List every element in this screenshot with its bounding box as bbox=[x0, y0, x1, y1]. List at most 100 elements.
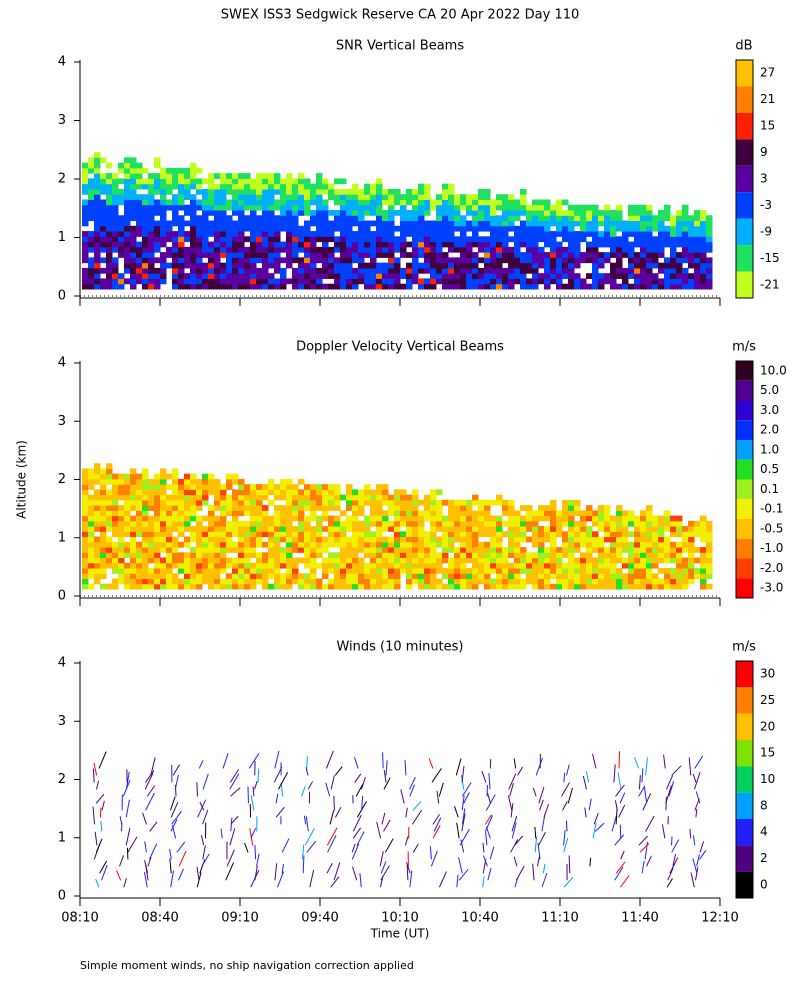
cell bbox=[688, 526, 695, 532]
cell bbox=[88, 273, 95, 279]
cell bbox=[238, 267, 245, 274]
barb bbox=[594, 822, 605, 832]
cell bbox=[322, 568, 329, 574]
barb bbox=[638, 775, 641, 790]
cell bbox=[310, 199, 317, 206]
cell bbox=[430, 241, 437, 248]
cell bbox=[136, 499, 143, 506]
cell bbox=[460, 541, 467, 548]
cell bbox=[466, 557, 473, 564]
cell bbox=[322, 510, 329, 517]
cell bbox=[418, 578, 425, 585]
cell bbox=[358, 489, 365, 496]
barb bbox=[692, 773, 697, 783]
cell bbox=[298, 257, 305, 264]
cell bbox=[286, 583, 293, 590]
cell bbox=[454, 547, 461, 553]
cell bbox=[592, 252, 599, 258]
cell bbox=[424, 210, 431, 216]
cell bbox=[202, 188, 209, 195]
cell bbox=[538, 568, 545, 574]
cell bbox=[154, 199, 161, 206]
cell bbox=[142, 167, 149, 174]
cell bbox=[106, 520, 113, 527]
cell bbox=[226, 173, 233, 179]
colorbar-label: 20 bbox=[760, 719, 775, 733]
cell bbox=[160, 241, 167, 248]
cell bbox=[250, 578, 257, 585]
cell bbox=[148, 183, 155, 190]
barb bbox=[381, 812, 386, 825]
cell bbox=[238, 257, 245, 264]
cell bbox=[370, 547, 377, 553]
cell bbox=[538, 273, 545, 279]
cell bbox=[208, 573, 215, 580]
cell bbox=[544, 210, 551, 216]
colorbar-band bbox=[736, 165, 753, 193]
cell bbox=[472, 194, 479, 200]
cell bbox=[442, 183, 449, 190]
cell bbox=[238, 220, 245, 227]
cell bbox=[532, 210, 539, 216]
cell bbox=[88, 167, 95, 174]
cell bbox=[316, 204, 323, 211]
cell bbox=[250, 215, 257, 222]
cell bbox=[358, 573, 365, 580]
cell bbox=[286, 552, 293, 559]
cell bbox=[622, 562, 629, 569]
cell bbox=[94, 162, 101, 169]
cell bbox=[364, 547, 371, 553]
cell bbox=[670, 278, 677, 285]
cell bbox=[556, 252, 563, 258]
cell bbox=[364, 531, 371, 538]
cell bbox=[700, 262, 707, 269]
cell bbox=[640, 552, 647, 559]
cell bbox=[112, 215, 119, 222]
cell bbox=[208, 278, 215, 285]
cell bbox=[124, 210, 131, 216]
cell bbox=[352, 267, 359, 274]
cell bbox=[130, 520, 137, 527]
cell bbox=[646, 541, 653, 548]
cell bbox=[364, 526, 371, 532]
cell bbox=[514, 210, 521, 216]
barb bbox=[230, 787, 241, 797]
barb bbox=[170, 870, 174, 888]
cell bbox=[238, 505, 245, 511]
cell bbox=[460, 531, 467, 538]
cell bbox=[106, 210, 113, 216]
cell bbox=[442, 225, 449, 232]
cell bbox=[298, 573, 305, 580]
cell bbox=[520, 210, 527, 216]
cell bbox=[556, 557, 563, 564]
cell bbox=[598, 505, 605, 511]
cell bbox=[394, 278, 401, 285]
cell bbox=[400, 194, 407, 200]
cell bbox=[514, 231, 521, 237]
cell bbox=[574, 220, 581, 227]
y-tick-label: 0 bbox=[58, 589, 66, 604]
cell bbox=[148, 231, 155, 237]
cell bbox=[622, 231, 629, 237]
cell bbox=[274, 278, 281, 285]
cell bbox=[340, 552, 347, 559]
cell bbox=[136, 231, 143, 237]
cell bbox=[262, 241, 269, 248]
cell bbox=[226, 278, 233, 285]
cell bbox=[592, 267, 599, 274]
cell bbox=[232, 246, 239, 253]
cell bbox=[436, 215, 443, 222]
cell bbox=[688, 536, 695, 543]
cell bbox=[484, 573, 491, 580]
cell bbox=[430, 562, 437, 569]
cell bbox=[190, 194, 197, 200]
cell bbox=[298, 278, 305, 285]
cell bbox=[130, 557, 137, 564]
cell bbox=[406, 541, 413, 548]
cell bbox=[472, 267, 479, 274]
cell bbox=[538, 246, 545, 253]
cell bbox=[190, 536, 197, 543]
cell bbox=[340, 494, 347, 501]
cell bbox=[316, 583, 323, 590]
cell bbox=[394, 225, 401, 232]
